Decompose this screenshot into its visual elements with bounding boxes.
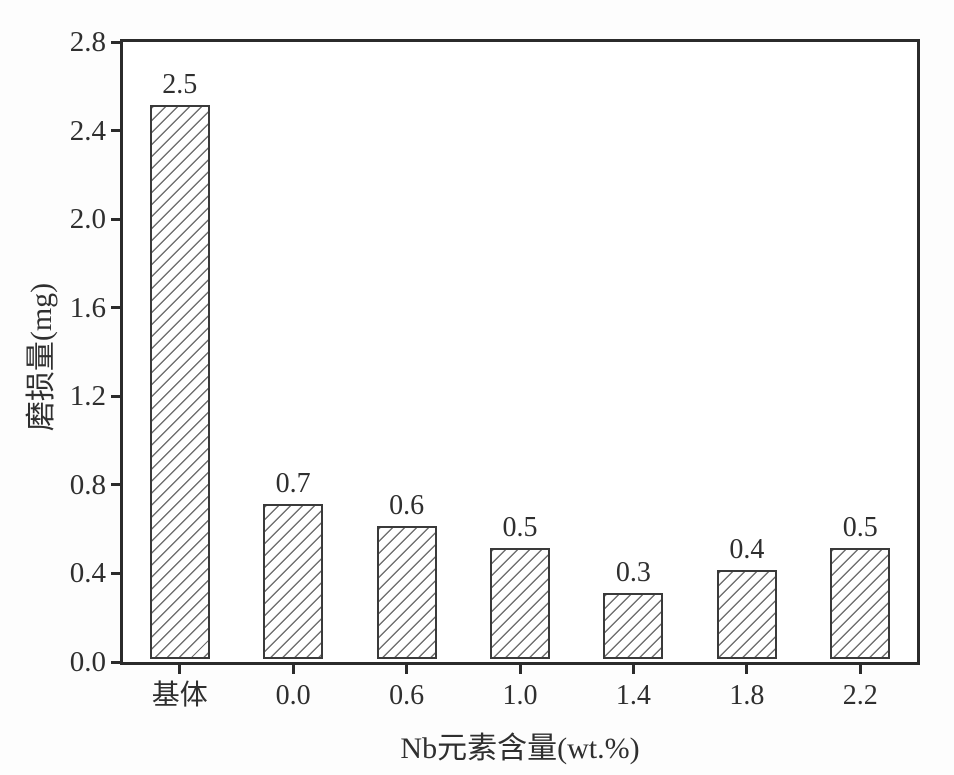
- y-tick-label: 2.0: [69, 203, 106, 236]
- y-tick-mark: [111, 571, 123, 575]
- y-tick-mark: [111, 306, 123, 310]
- bar-value-label: 0.5: [502, 512, 538, 544]
- bar-value-label: 0.3: [615, 556, 651, 588]
- x-axis-title: Nb元素含量(wt.%): [400, 732, 640, 765]
- bar: [263, 504, 324, 659]
- bar: [830, 548, 891, 659]
- y-tick-mark: [111, 394, 123, 398]
- bar: [490, 548, 550, 659]
- y-tick-mark: [111, 660, 123, 664]
- bar: [149, 105, 210, 659]
- y-tick-label: 1.2: [69, 380, 106, 413]
- y-tick-label: 2.8: [69, 26, 106, 58]
- y-tick-label: 0.8: [69, 468, 106, 501]
- bar: [603, 592, 664, 659]
- bar-value-label: 0.5: [842, 512, 878, 544]
- y-tick-label: 0.0: [69, 646, 106, 678]
- x-tick-mark: [291, 662, 295, 674]
- y-tick-mark: [111, 129, 123, 133]
- x-tick-mark: [745, 662, 749, 674]
- y-tick-mark: [111, 40, 123, 44]
- x-tick-mark: [631, 662, 635, 674]
- x-tick-label: 2.2: [842, 680, 878, 711]
- x-tick-label: 0.0: [275, 680, 311, 711]
- x-tick-mark: [405, 662, 409, 674]
- y-tick-label: 2.4: [69, 114, 106, 147]
- y-axis-title: 磨损量(mg): [25, 282, 58, 432]
- bar: [716, 570, 777, 659]
- x-tick-label: 1.4: [615, 680, 651, 711]
- bar-value-label: 0.6: [389, 490, 425, 522]
- x-tick-mark: [178, 662, 182, 674]
- y-tick-mark: [111, 217, 123, 221]
- bar-value-label: 0.4: [729, 534, 765, 566]
- x-tick-mark: [858, 662, 862, 674]
- bar: [376, 526, 437, 659]
- bar-value-label: 0.7: [275, 468, 311, 499]
- x-tick-label: 1.0: [502, 680, 538, 711]
- x-tick-mark: [518, 662, 522, 674]
- bar-value-label: 2.5: [162, 69, 198, 101]
- x-tick-label: 0.6: [389, 680, 425, 711]
- x-tick-label: 基体: [151, 680, 208, 711]
- y-tick-label: 1.6: [69, 291, 106, 324]
- y-tick-mark: [111, 483, 123, 487]
- y-tick-label: 0.4: [69, 557, 106, 590]
- x-tick-label: 1.8: [729, 680, 765, 711]
